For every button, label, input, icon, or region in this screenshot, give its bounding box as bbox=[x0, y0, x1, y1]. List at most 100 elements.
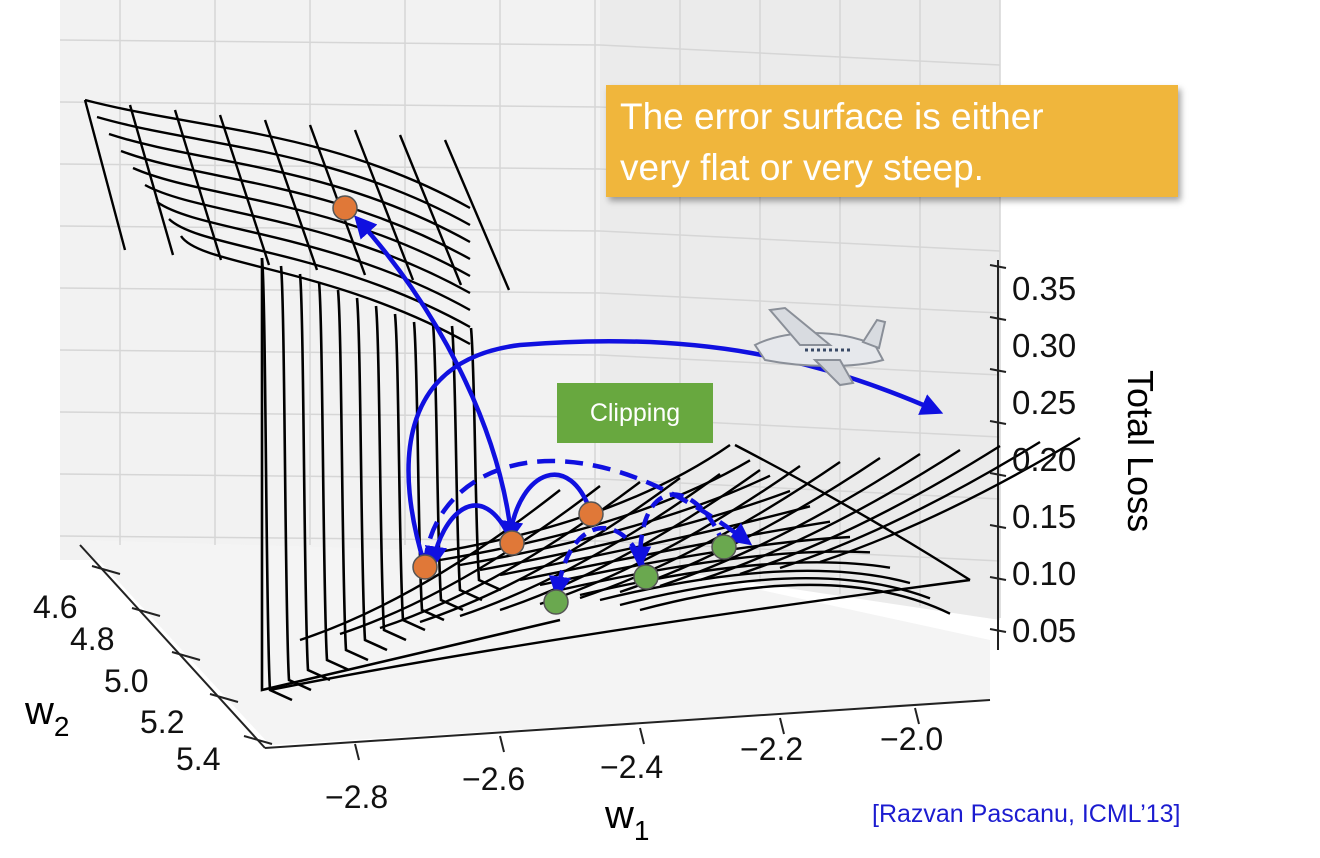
trajectory-arrow-hop bbox=[500, 472, 594, 544]
surface-wall-line bbox=[393, 313, 426, 632]
trajectory-arrow-clipped bbox=[548, 525, 649, 599]
floor-row bbox=[559, 550, 871, 592]
floor-front-edge bbox=[269, 578, 971, 692]
trajectory-points bbox=[332, 195, 737, 615]
x-tick bbox=[354, 743, 360, 761]
floor-col bbox=[379, 481, 641, 630]
back-pane-left bbox=[60, 0, 600, 560]
floor-col bbox=[339, 485, 601, 636]
callout-line-1: The error surface is either bbox=[620, 96, 1044, 137]
plateau-row bbox=[156, 201, 471, 312]
floor-row bbox=[499, 505, 811, 577]
clipped-point bbox=[633, 564, 659, 590]
w2-label-text: w bbox=[24, 689, 54, 733]
trajectory-arrow-up bbox=[353, 215, 515, 543]
y-tick-label: 4.8 bbox=[70, 621, 114, 657]
surface-wall-line bbox=[260, 257, 293, 702]
x-tick-label: −2.2 bbox=[740, 731, 803, 767]
y-axis-line bbox=[79, 544, 266, 749]
plateau-col bbox=[173, 109, 223, 261]
gridline-h bbox=[59, 411, 601, 418]
w1-label-subscript: 1 bbox=[634, 815, 650, 846]
total-loss-axis-label: Total Loss bbox=[1120, 370, 1161, 532]
gridline-h bbox=[59, 39, 601, 46]
z-tick-label: 0.15 bbox=[1012, 498, 1076, 535]
w2-axis-label: w2 bbox=[24, 689, 69, 742]
z-tick-label: 0.30 bbox=[1012, 327, 1076, 364]
plateau-col bbox=[128, 104, 175, 256]
unclipped-point bbox=[332, 195, 358, 221]
y-tick bbox=[209, 693, 239, 703]
surface-wall-line bbox=[298, 273, 331, 682]
plateau-row bbox=[179, 235, 471, 346]
x-tick bbox=[499, 735, 505, 753]
floor-row bbox=[579, 561, 891, 597]
z-tick bbox=[989, 316, 1007, 321]
w2-label-subscript: 2 bbox=[54, 711, 70, 742]
y-tick-label: 4.6 bbox=[33, 589, 77, 625]
x-tick-label: −2.4 bbox=[600, 749, 663, 785]
z-tick-label: 0.10 bbox=[1012, 555, 1076, 592]
w1-label-text: w bbox=[604, 793, 634, 837]
plateau-row bbox=[96, 115, 471, 227]
plateau-col bbox=[398, 134, 463, 286]
gridline-h bbox=[599, 44, 1001, 66]
z-tick bbox=[989, 368, 1007, 373]
surface-wall-line bbox=[317, 281, 350, 672]
gridline-h bbox=[59, 101, 601, 108]
surface-wall-line bbox=[355, 297, 388, 652]
z-tick-label: 0.05 bbox=[1012, 612, 1076, 649]
gridline-h bbox=[59, 287, 601, 294]
plateau-row bbox=[132, 166, 471, 278]
plateau-row bbox=[120, 149, 471, 261]
plateau-row bbox=[108, 132, 471, 244]
y-tick bbox=[171, 651, 201, 661]
z-tick-label: 0.20 bbox=[1012, 441, 1076, 478]
floor-row bbox=[639, 583, 951, 615]
plateau-row bbox=[168, 218, 471, 329]
plateau-row bbox=[144, 183, 471, 295]
gridline-h bbox=[599, 292, 1001, 314]
y-tick bbox=[243, 735, 273, 745]
z-tick bbox=[989, 264, 1007, 269]
floor-right-edge bbox=[734, 443, 971, 582]
citation: [Razvan Pascanu, ICML’13] bbox=[872, 800, 1181, 828]
z-tick bbox=[989, 420, 1007, 425]
y-tick-labels: 4.64.8 5.0 5.25.4 bbox=[33, 589, 220, 777]
axes bbox=[79, 260, 1007, 761]
z-tick bbox=[989, 576, 1007, 581]
trajectory-arrow-hop bbox=[424, 503, 515, 569]
surface-wall-line bbox=[450, 325, 483, 602]
surface-wall bbox=[260, 257, 561, 702]
floor-col bbox=[779, 440, 1041, 570]
plateau-col bbox=[218, 114, 271, 266]
surface-wall-line bbox=[431, 323, 464, 612]
floor-row bbox=[459, 474, 771, 567]
x-tick-label: −2.0 bbox=[880, 721, 943, 757]
floor-col bbox=[699, 448, 961, 582]
floor-col bbox=[819, 436, 1081, 564]
z-tick-label: 0.35 bbox=[1012, 270, 1076, 307]
x-axis-line bbox=[264, 699, 991, 749]
x-tick-labels: −2.8 −2.6 −2.4 −2.2 −2.0 bbox=[325, 721, 943, 815]
floor-col bbox=[419, 477, 681, 624]
y-tick bbox=[131, 607, 161, 617]
surface-wall-line bbox=[374, 305, 407, 642]
y-tick-label: 5.2 bbox=[140, 704, 184, 740]
surface-wall-line bbox=[279, 265, 312, 692]
callout-box: The error surface is either very flat or… bbox=[606, 85, 1178, 197]
floor-col bbox=[659, 452, 921, 588]
floor-row bbox=[439, 459, 751, 562]
x-tick bbox=[779, 717, 785, 735]
y-tick-label: 5.0 bbox=[104, 663, 148, 699]
gridline-h bbox=[59, 225, 601, 232]
clipped-point bbox=[543, 589, 569, 615]
x-tick-label: −2.6 bbox=[462, 761, 525, 797]
plateau-col bbox=[263, 119, 319, 271]
z-tick bbox=[989, 524, 1007, 529]
x-tick-label: −2.8 bbox=[325, 779, 388, 815]
trajectory-arrow-clipped bbox=[628, 492, 727, 569]
plateau-col bbox=[353, 129, 415, 281]
gridline-h bbox=[599, 230, 1001, 252]
unclipped-point bbox=[412, 554, 438, 580]
